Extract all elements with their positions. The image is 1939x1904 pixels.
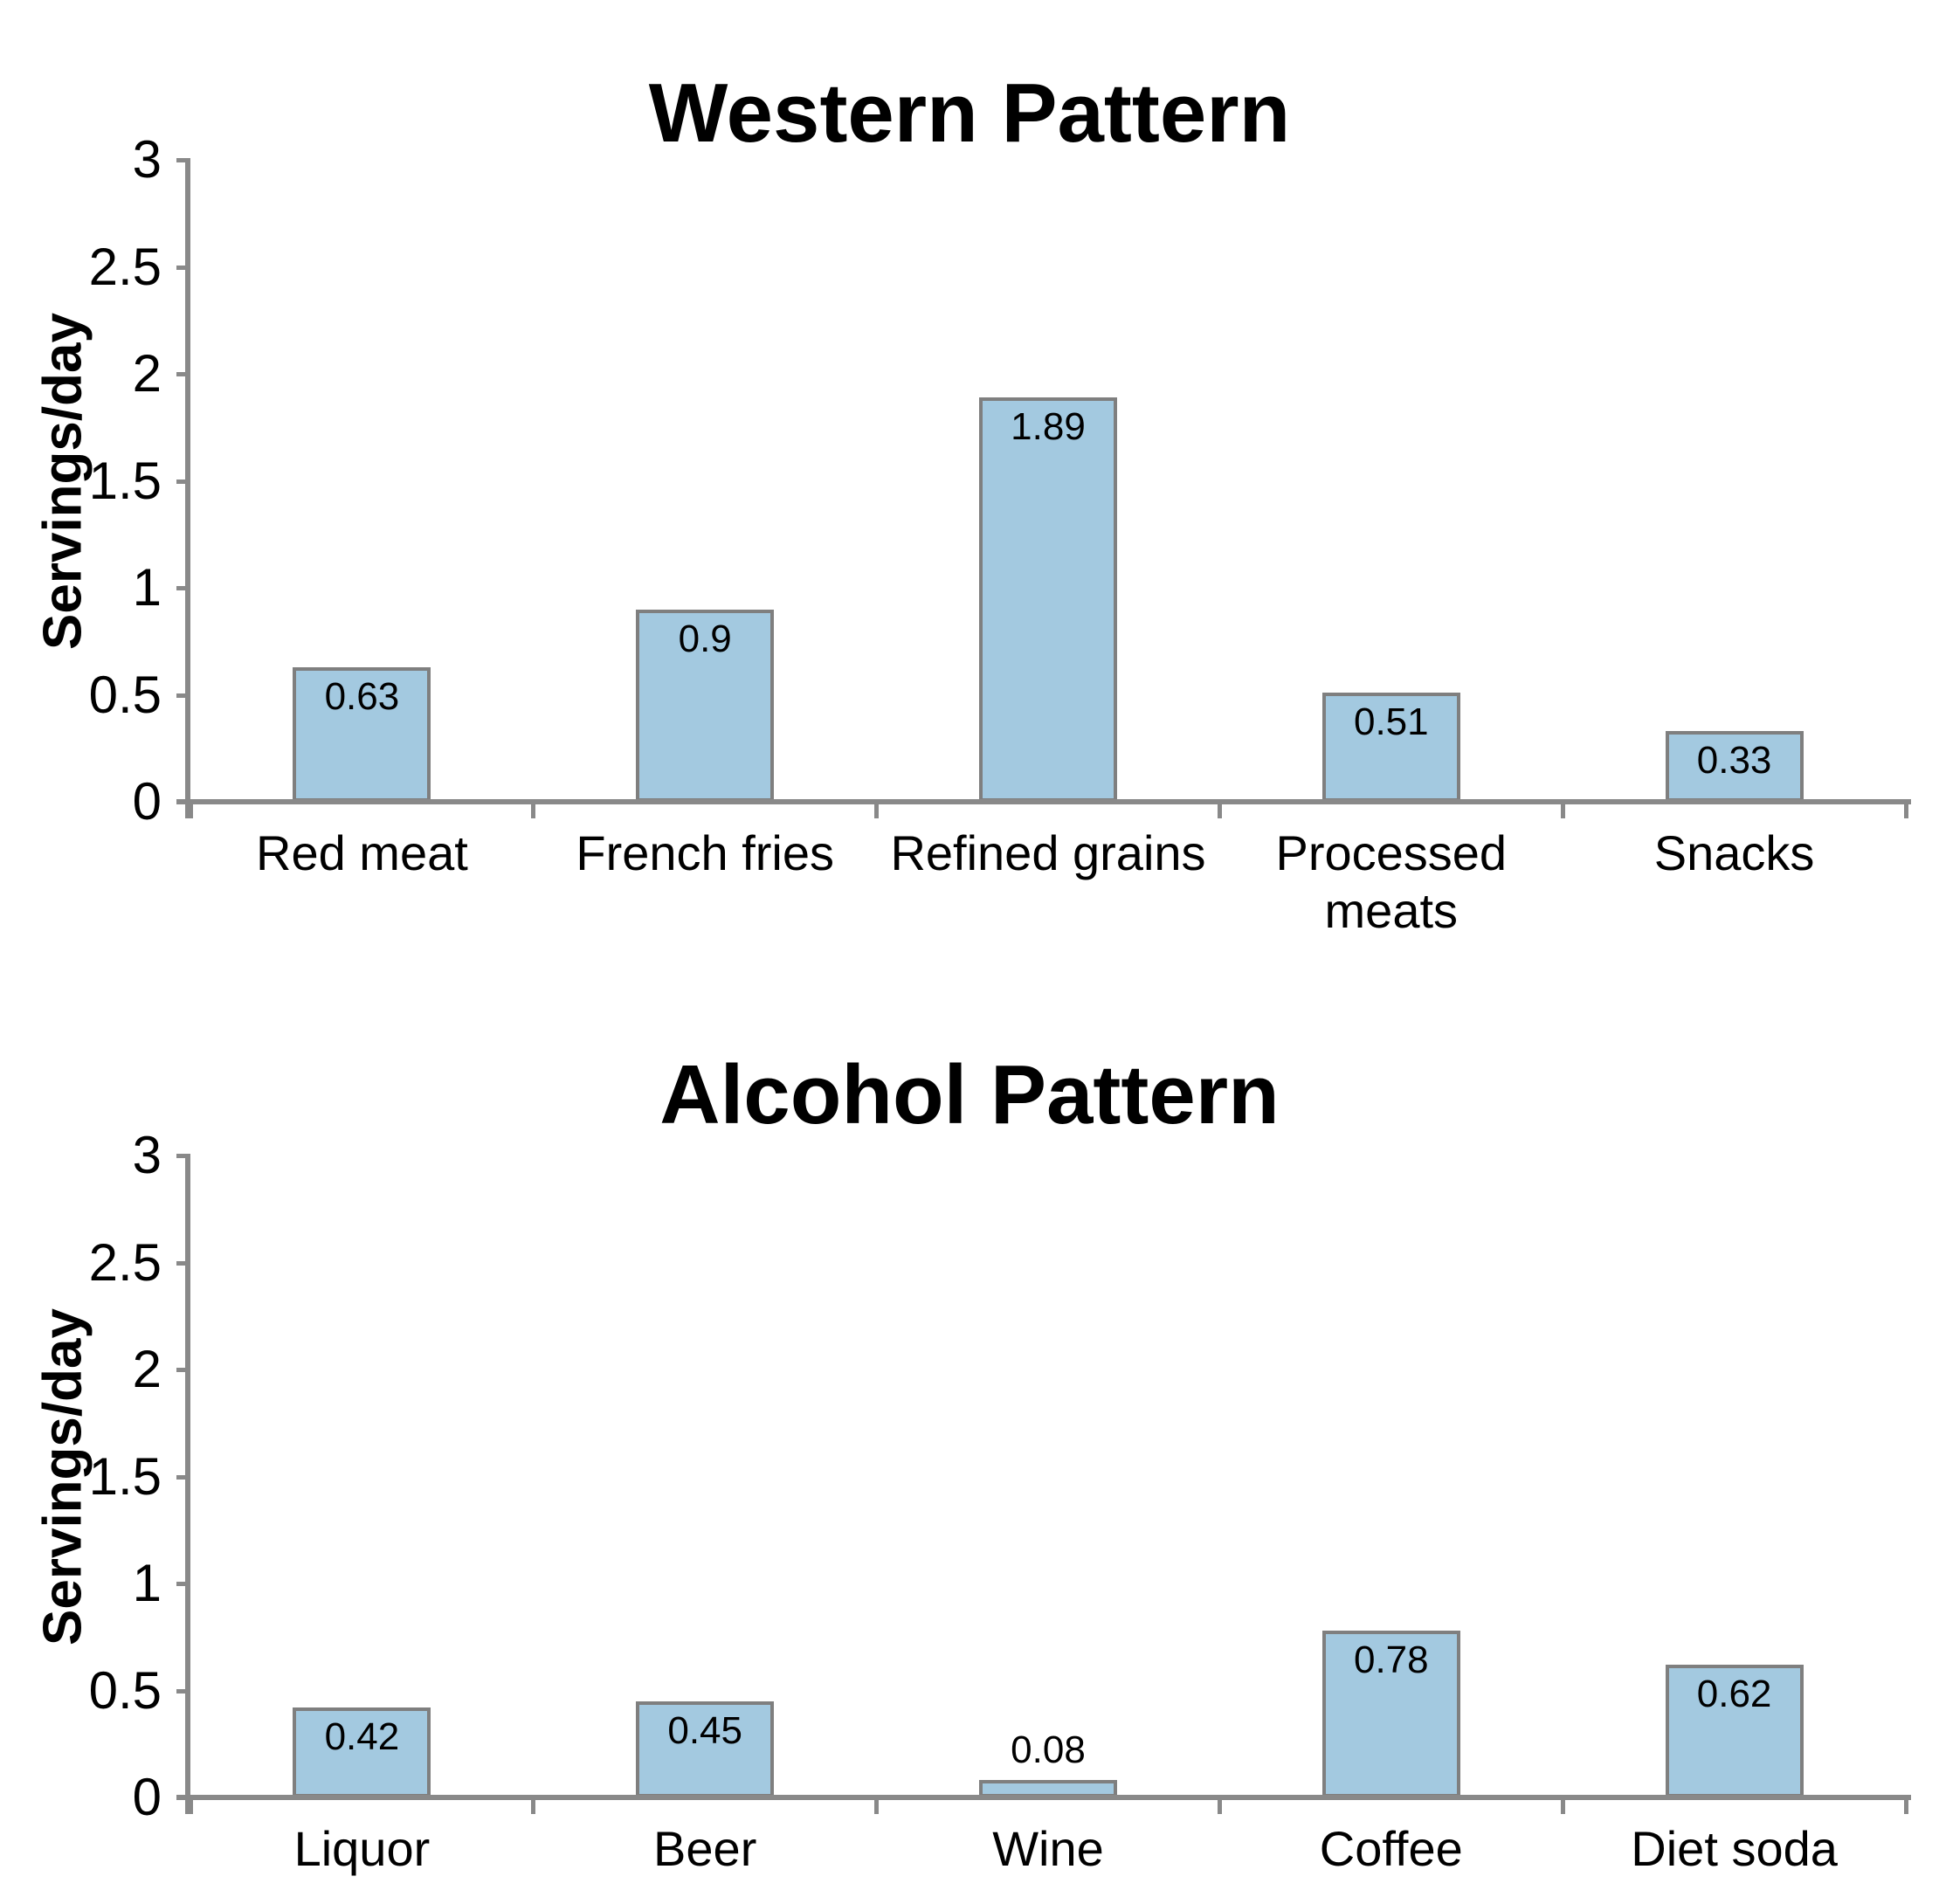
bar	[293, 1707, 431, 1797]
x-tick	[188, 1800, 193, 1814]
x-axis-line	[176, 799, 1911, 804]
y-tick-label: 1	[132, 1554, 162, 1612]
y-tick	[176, 586, 190, 590]
western-pattern-chart: Western Pattern Servings/day 0.63 Red mea…	[33, 66, 1911, 938]
y-axis-line	[185, 160, 190, 818]
x-category-label: Processed meats	[1275, 825, 1508, 938]
plot-area: 0.42 Liquor 0.45 Beer 0.08 Wine 0.78 Coffee 0.62…	[89, 1129, 1911, 1876]
bar-value-label: 0.33	[1696, 739, 1772, 783]
y-tick-label: 1.5	[88, 1446, 162, 1506]
bar-value-label: 0.9	[678, 617, 732, 660]
alcohol-pattern-chart: Alcohol Pattern Servings/day 0.42 Liquor 0…	[0, 952, 1939, 1904]
y-tick	[176, 158, 190, 162]
bar	[1321, 1630, 1460, 1797]
y-tick	[176, 479, 190, 484]
y-tick-label: 3	[132, 1126, 162, 1184]
y-tick	[176, 1688, 190, 1694]
x-tick	[874, 804, 880, 818]
y-tick	[176, 265, 190, 270]
y-tick-label: 2.5	[88, 1232, 162, 1292]
y-tick-label: 0.5	[88, 1660, 162, 1720]
y-tick-label: 3	[132, 130, 162, 189]
bar-value-label: 0.78	[1353, 1638, 1429, 1681]
y-tick-label: 0	[132, 772, 162, 831]
x-tick	[531, 1800, 536, 1814]
bar-value-label: 0.45	[667, 1708, 742, 1752]
x-category-label: Snacks	[1653, 825, 1815, 880]
x-axis-line	[176, 1795, 1911, 1800]
chart-title: Western Pattern	[648, 66, 1291, 160]
bar-value-label: 0.42	[324, 1715, 400, 1759]
x-tick	[1217, 1800, 1222, 1814]
y-tick	[176, 1474, 190, 1480]
x-tick	[188, 804, 193, 818]
y-tick-label: 0.5	[88, 665, 162, 724]
y-tick	[176, 1260, 190, 1266]
bar-value-label: 0.62	[1696, 1673, 1772, 1716]
y-tick-label: 1.5	[88, 451, 162, 510]
y-tick-label: 1	[132, 558, 162, 617]
x-category-label: French fries	[576, 825, 835, 880]
x-category-label: Beer	[653, 1821, 757, 1876]
y-axis-line	[185, 1156, 190, 1814]
y-tick-label: 0	[132, 1768, 162, 1826]
x-tick	[1903, 804, 1908, 818]
x-tick	[1903, 1800, 1908, 1814]
bar-value-label: 0.08	[1011, 1728, 1086, 1772]
bar	[636, 1700, 775, 1797]
x-tick	[874, 1800, 880, 1814]
x-category-label: Coffee	[1319, 1821, 1463, 1876]
bar-value-label: 1.89	[1011, 404, 1086, 448]
bar-value-label: 0.51	[1353, 700, 1429, 744]
chart-title: Alcohol Pattern	[659, 1047, 1280, 1142]
y-tick	[176, 1582, 190, 1586]
x-tick	[1560, 804, 1565, 818]
x-tick	[1217, 804, 1222, 818]
x-category-label: Refined grains	[890, 825, 1206, 880]
y-tick	[176, 1154, 190, 1158]
x-category-label: Wine	[992, 1821, 1104, 1876]
bar-value-label: 0.63	[324, 674, 400, 718]
x-category-label: Red meat	[256, 825, 468, 880]
y-tick	[176, 1368, 190, 1372]
bar	[1665, 1665, 1804, 1797]
bar	[636, 609, 775, 802]
x-tick	[1560, 1800, 1565, 1814]
bar	[979, 397, 1117, 802]
x-category-label: Liquor	[293, 1821, 431, 1876]
y-tick	[176, 693, 190, 698]
y-tick	[176, 372, 190, 376]
plot-area: 0.63 Red meat 0.9 French fries 1.89 Refined g…	[89, 134, 1911, 938]
y-tick-label: 2	[132, 344, 162, 403]
x-tick	[531, 804, 536, 818]
y-tick-label: 2.5	[88, 237, 162, 296]
x-category-label: Diet soda	[1631, 1821, 1838, 1876]
y-tick-label: 2	[132, 1340, 162, 1398]
bar	[293, 666, 431, 802]
bar	[1665, 731, 1804, 802]
